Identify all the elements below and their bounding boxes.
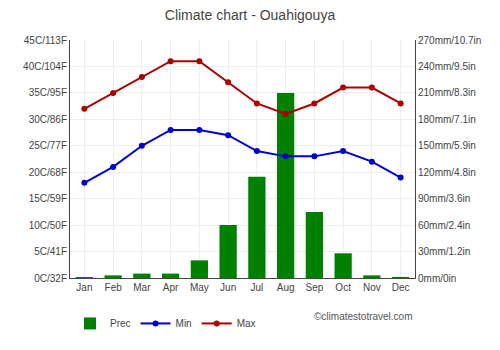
svg-text:35C/95F: 35C/95F xyxy=(29,87,67,98)
svg-text:45C/113F: 45C/113F xyxy=(24,35,67,46)
svg-text:120mm/4.8in: 120mm/4.8in xyxy=(418,167,476,178)
svg-text:Sep: Sep xyxy=(305,282,323,293)
svg-text:Oct: Oct xyxy=(335,282,351,293)
svg-text:Apr: Apr xyxy=(163,282,179,293)
svg-text:May: May xyxy=(190,282,209,293)
svg-text:90mm/3.6in: 90mm/3.6in xyxy=(418,193,470,204)
svg-text:150mm/5.9in: 150mm/5.9in xyxy=(418,140,476,151)
svg-text:270mm/10.7in: 270mm/10.7in xyxy=(418,35,481,46)
svg-text:Dec: Dec xyxy=(392,282,410,293)
svg-text:25C/77F: 25C/77F xyxy=(29,140,67,151)
svg-text:Climate chart - Ouahigouya: Climate chart - Ouahigouya xyxy=(165,7,336,23)
svg-text:30mm/1.2in: 30mm/1.2in xyxy=(418,246,470,257)
svg-text:Mar: Mar xyxy=(133,282,151,293)
svg-text:30C/86F: 30C/86F xyxy=(29,114,67,125)
svg-text:Feb: Feb xyxy=(105,282,123,293)
svg-text:Jan: Jan xyxy=(76,282,92,293)
svg-text:60mm/2.4in: 60mm/2.4in xyxy=(418,220,470,231)
svg-text:Aug: Aug xyxy=(277,282,295,293)
svg-text:210mm/8.3in: 210mm/8.3in xyxy=(418,87,476,98)
svg-text:0mm/0in: 0mm/0in xyxy=(418,273,456,284)
svg-text:0C/32F: 0C/32F xyxy=(34,273,67,284)
svg-text:5C/41F: 5C/41F xyxy=(34,246,67,257)
svg-text:Min: Min xyxy=(176,318,192,329)
svg-text:Prec: Prec xyxy=(110,318,131,329)
svg-text:Jul: Jul xyxy=(250,282,263,293)
svg-text:Max: Max xyxy=(237,318,256,329)
svg-text:©climatestotravel.com: ©climatestotravel.com xyxy=(314,311,413,322)
svg-text:240mm/9.5in: 240mm/9.5in xyxy=(418,61,476,72)
svg-text:Nov: Nov xyxy=(363,282,381,293)
svg-text:Jun: Jun xyxy=(220,282,236,293)
svg-text:180mm/7.1in: 180mm/7.1in xyxy=(418,114,476,125)
svg-text:40C/104F: 40C/104F xyxy=(23,61,67,72)
svg-text:10C/50F: 10C/50F xyxy=(29,220,67,231)
svg-text:20C/68F: 20C/68F xyxy=(29,167,67,178)
svg-text:15C/59F: 15C/59F xyxy=(29,193,67,204)
